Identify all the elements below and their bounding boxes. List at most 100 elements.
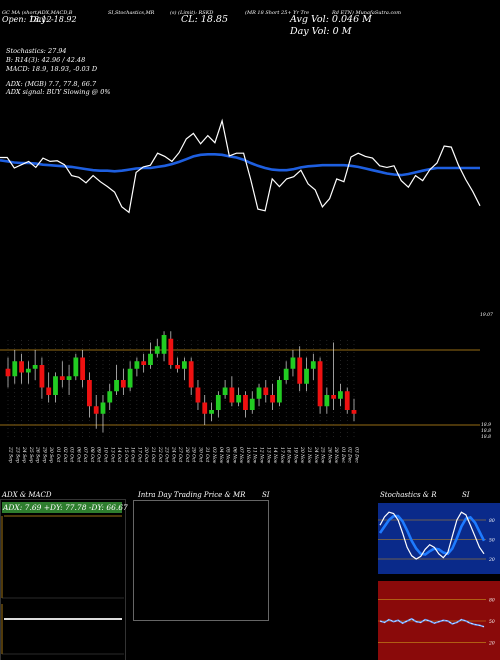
date-label: 20 Oct <box>143 446 149 462</box>
date-label: 21 Nov <box>306 446 312 464</box>
candle-body <box>243 395 248 410</box>
candle-03-oct <box>66 365 72 395</box>
candle-body <box>87 380 92 407</box>
date-label: 26 Sep <box>35 446 41 463</box>
candle-body <box>276 380 282 403</box>
adx-signal-readout: ADX signal: BUY Slowing @ 0% <box>6 88 111 96</box>
candle-14-nov <box>270 383 275 410</box>
date-label: 22 Sep <box>8 446 14 463</box>
candle-23-oct <box>161 331 167 362</box>
candle-03-dec <box>351 398 357 422</box>
date-label: 04 Nov <box>218 447 224 464</box>
candle-body <box>73 357 79 377</box>
candle-body <box>168 338 174 365</box>
price-level-top: 19.07 <box>480 312 493 318</box>
date-label: 23 Oct <box>164 446 170 462</box>
header-label-2: ADX,MACD,B <box>38 10 73 16</box>
date-label: 26 Nov <box>326 446 332 464</box>
candle-body <box>249 398 255 410</box>
date-label: 01 Dec <box>340 447 346 463</box>
candle-08-oct <box>87 372 92 418</box>
day-vol: Day Vol: 0 M <box>290 26 352 37</box>
candle-18-nov <box>283 361 289 384</box>
date-label: 24 Sep <box>21 446 27 463</box>
adx-value-bar <box>2 502 122 513</box>
candle-28-oct <box>181 357 187 380</box>
date-label: 25 Sep <box>28 446 34 463</box>
stoch-k-line <box>379 511 485 560</box>
date-label: 13 Nov <box>265 447 271 464</box>
candle-19-nov <box>290 350 296 377</box>
candle-16-oct <box>127 361 133 392</box>
date-label: 22 Oct <box>157 446 163 462</box>
date-label: 17 Nov <box>279 447 285 464</box>
candle-29-oct <box>188 357 194 395</box>
candle-07-oct <box>80 350 86 388</box>
date-label: 21 Oct <box>150 446 156 462</box>
date-label: 29 Oct <box>191 446 197 462</box>
date-label: 28 Oct <box>184 446 190 462</box>
candle-body <box>5 368 11 377</box>
candle-body <box>46 387 52 395</box>
stoch-level-label: 20 <box>488 557 495 563</box>
candle-body <box>310 361 316 369</box>
date-label: 06 Oct <box>75 447 81 462</box>
header-label-1: GC MA (short) <box>2 10 39 16</box>
candle-body <box>209 410 214 414</box>
stoch-level-label: 50 <box>489 538 495 544</box>
candle-body <box>141 361 147 365</box>
date-label: 28 Nov <box>333 446 339 464</box>
candle-body <box>263 387 269 395</box>
candle-body <box>32 365 38 369</box>
candle-04-nov <box>215 391 221 418</box>
date-label: 03 Oct <box>69 447 75 462</box>
stoch-level-label: 80 <box>489 518 495 524</box>
candle-body <box>270 395 275 403</box>
date-label: 07 Oct <box>82 447 88 462</box>
candle-11-nov <box>249 391 255 414</box>
date-label: 02 Dec <box>347 447 353 463</box>
date-label: 24 Nov <box>313 446 319 464</box>
si-level-label: 20 <box>488 641 495 647</box>
date-label: 27 Oct <box>177 446 183 462</box>
candle-14-oct <box>114 365 119 395</box>
candle-29-sep <box>39 357 45 399</box>
date-label: 31 Oct <box>204 447 210 462</box>
adx-area <box>1 514 125 604</box>
date-label: 02 Oct <box>62 447 68 462</box>
candle-body <box>39 365 45 388</box>
intraday-panel <box>133 500 269 621</box>
date-label: 03 Nov <box>211 447 217 464</box>
candle-body <box>344 391 350 410</box>
candle-06-nov <box>229 376 235 407</box>
date-label: 30 Sep <box>48 447 54 463</box>
adx-panel-title: ADX & MACD <box>2 491 52 499</box>
candle-body <box>93 406 99 414</box>
header-label-4: (s) (Limit): RSKD <box>170 10 214 16</box>
candle-body <box>134 361 140 369</box>
candle-30-oct <box>195 380 201 410</box>
candle-body <box>148 353 153 365</box>
candle-body <box>120 380 126 388</box>
candle-body <box>175 365 181 369</box>
date-label: 29 Sep <box>41 446 47 463</box>
candle-22-oct <box>154 338 160 358</box>
date-label: 01 Oct <box>55 447 61 462</box>
candle-body <box>215 395 221 410</box>
date-label: 13 Oct <box>109 447 115 462</box>
candle-05-nov <box>222 380 228 399</box>
price-level-bottom-0: 18.9 <box>481 422 491 428</box>
candle-body <box>25 368 31 373</box>
candle-06-oct <box>73 353 79 380</box>
candle-22-sep <box>5 357 11 388</box>
stoch-si-label: SI <box>462 491 470 499</box>
date-label: 06 Nov <box>231 447 237 464</box>
date-label: 24 Oct <box>170 446 176 462</box>
date-label: 14 Oct <box>116 447 122 462</box>
adx-readout: ADX: (MGB) 7.7, 77.8, 66.7 <box>6 80 97 88</box>
stoch-panel-title: Stochastics & R <box>380 491 437 499</box>
date-label: 07 Nov <box>238 447 244 464</box>
candle-body <box>290 357 296 369</box>
candle-body <box>202 402 208 414</box>
si-level-label: 80 <box>489 597 495 603</box>
